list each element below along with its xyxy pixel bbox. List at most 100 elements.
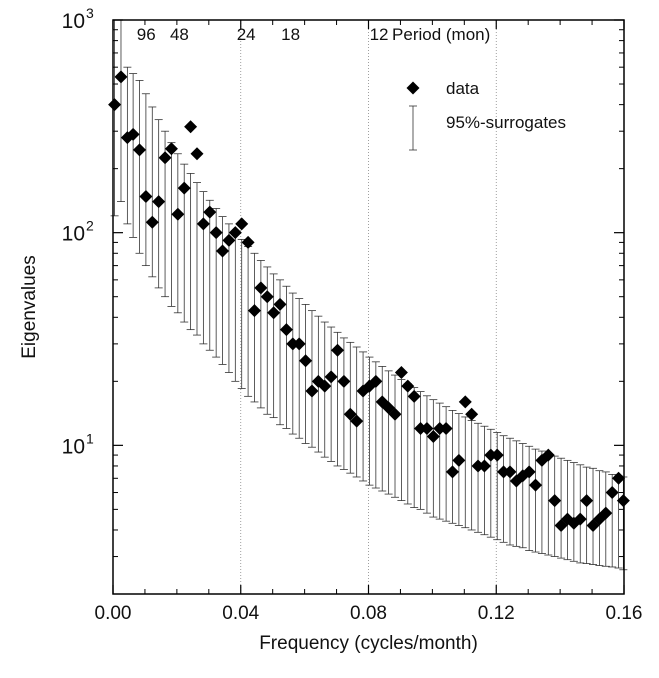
data-point-41 xyxy=(369,374,383,388)
period-label-3: 18 xyxy=(281,25,300,44)
x-tick-label-0: 0.00 xyxy=(95,603,132,624)
errorbar-29 xyxy=(295,298,304,439)
errorbar-74 xyxy=(582,466,591,564)
y-tick-base-1: 10 xyxy=(62,223,85,246)
data-point-36 xyxy=(337,374,351,388)
errorbar-51 xyxy=(435,402,444,520)
data-point-9 xyxy=(164,142,178,156)
data-point-54 xyxy=(452,453,466,467)
errorbar-15 xyxy=(205,199,214,351)
data-point-30 xyxy=(299,354,313,368)
data-point-16 xyxy=(209,226,223,240)
data-point-68 xyxy=(541,448,555,462)
errorbar-45 xyxy=(397,379,406,501)
data-point-8 xyxy=(158,151,172,165)
legend-errorbar-marker xyxy=(409,105,417,151)
errorbar-63 xyxy=(512,440,521,547)
errorbar-13 xyxy=(192,182,201,336)
errorbar-68 xyxy=(544,453,553,556)
errorbar-36 xyxy=(339,337,348,470)
errorbar-37 xyxy=(346,341,355,474)
data-point-60 xyxy=(490,448,504,462)
y-tick-base-2: 10 xyxy=(62,10,85,33)
errorbar-17 xyxy=(218,216,227,365)
errorbar-0 xyxy=(110,20,119,217)
data-point-17 xyxy=(216,244,230,258)
legend-label-data: data xyxy=(446,79,480,98)
errorbar-12 xyxy=(186,172,195,331)
errorbar-71 xyxy=(563,459,572,561)
x-tick-labels: 0.00 0.04 0.08 0.12 0.16 xyxy=(95,603,643,624)
data-point-6 xyxy=(145,215,159,229)
errorbar-34 xyxy=(327,326,336,462)
x-tick-label-4: 0.16 xyxy=(606,603,643,624)
x-tick-label-3: 0.12 xyxy=(478,603,515,624)
data-point-52 xyxy=(439,422,453,436)
data-point-12 xyxy=(184,120,198,134)
data-point-22 xyxy=(247,304,261,318)
plot-frame xyxy=(112,19,625,595)
y-tick-exp-1: 2 xyxy=(86,218,94,234)
errorbar-65 xyxy=(525,445,534,551)
errorbar-layer xyxy=(110,20,628,571)
period-label-4: 12 xyxy=(370,25,389,44)
errorbar-2 xyxy=(123,66,132,225)
data-point-24 xyxy=(260,290,274,304)
errorbar-50 xyxy=(429,399,438,518)
legend-diamond-marker xyxy=(406,81,420,95)
errorbar-18 xyxy=(224,223,233,373)
x-tick-label-1: 0.04 xyxy=(222,603,259,624)
data-points-layer xyxy=(108,70,630,532)
errorbar-48 xyxy=(416,391,425,510)
errorbar-28 xyxy=(288,292,297,435)
y-tick-label-2: 10 3 xyxy=(62,5,94,33)
errorbar-10 xyxy=(173,153,182,314)
data-point-21 xyxy=(241,235,255,249)
data-point-49 xyxy=(420,422,434,436)
x-tick-label-2: 0.08 xyxy=(350,603,387,624)
data-point-37 xyxy=(343,407,357,421)
errorbar-14 xyxy=(199,191,208,345)
data-point-78 xyxy=(605,486,619,500)
period-label-0: 96 xyxy=(137,25,156,44)
data-point-45 xyxy=(394,366,408,380)
data-point-20 xyxy=(235,217,249,231)
errorbar-1 xyxy=(116,20,125,202)
data-point-19 xyxy=(228,226,242,240)
errorbar-75 xyxy=(589,467,598,565)
errorbar-60 xyxy=(493,432,502,541)
errorbar-62 xyxy=(505,437,514,546)
data-point-1 xyxy=(114,70,128,84)
errorbar-42 xyxy=(378,366,387,492)
y-tick-label-0: 10 1 xyxy=(62,430,94,458)
data-point-46 xyxy=(401,379,415,393)
errorbar-31 xyxy=(307,310,316,448)
tick-layer xyxy=(112,19,625,595)
errorbar-44 xyxy=(391,374,400,498)
errorbar-67 xyxy=(537,450,546,554)
data-point-53 xyxy=(445,465,459,479)
errorbar-20 xyxy=(237,238,246,389)
data-point-69 xyxy=(548,494,562,508)
errorbar-4 xyxy=(135,79,144,254)
data-point-23 xyxy=(254,281,268,295)
errorbar-21 xyxy=(244,246,253,397)
data-point-62 xyxy=(503,465,517,479)
data-point-58 xyxy=(477,459,491,473)
errorbar-22 xyxy=(250,252,259,403)
data-point-50 xyxy=(426,430,440,444)
data-point-25 xyxy=(267,306,281,320)
data-point-10 xyxy=(171,207,185,221)
errorbar-38 xyxy=(352,346,361,478)
y-tick-base-0: 10 xyxy=(62,435,85,458)
period-label-1: 48 xyxy=(170,25,189,44)
data-point-31 xyxy=(305,384,319,398)
data-point-29 xyxy=(292,337,306,351)
errorbar-30 xyxy=(301,303,310,444)
errorbar-70 xyxy=(557,457,566,559)
errorbar-25 xyxy=(269,273,278,419)
data-point-3 xyxy=(126,127,140,141)
data-point-27 xyxy=(279,323,293,337)
